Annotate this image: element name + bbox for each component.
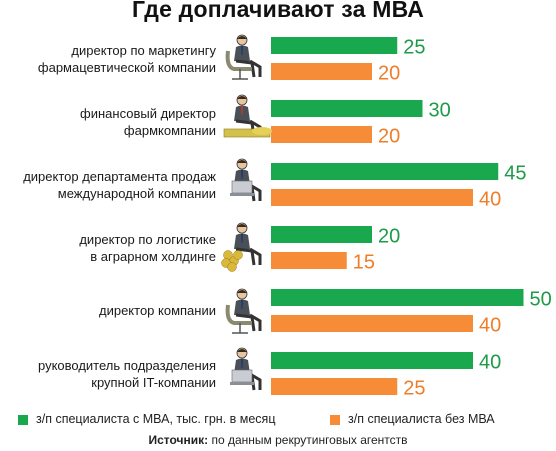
category-label-line: в аграрном холдинге xyxy=(90,248,216,264)
data-label-mba-4: 50 xyxy=(530,289,552,311)
chart-title: Где доплачивают за МВА xyxy=(131,0,425,22)
legend-swatch-mba xyxy=(18,414,28,425)
category-label-line: директор по логистике xyxy=(79,231,216,247)
bar-no-mba-0 xyxy=(271,63,372,80)
category-label-line: директор по маркетингу xyxy=(71,42,216,58)
bar-no-mba-1 xyxy=(271,126,372,143)
category-label-3: директор по логистике в аграрном холдинге xyxy=(79,231,216,265)
category-label-line: директор департамента продаж xyxy=(23,168,216,184)
bar-mba-4 xyxy=(271,289,524,306)
category-label-2: директор департамента продаж международно… xyxy=(23,168,216,202)
legend-swatch-no-mba xyxy=(330,414,340,425)
grain-sack-manager-icon xyxy=(221,222,262,272)
it-manager-icon xyxy=(230,347,262,391)
bar-mba-3 xyxy=(271,226,372,243)
category-label-line: фармацевтической компании xyxy=(37,59,216,75)
bar-no-mba-3 xyxy=(271,252,347,269)
relaxed-cfo-icon xyxy=(223,94,272,138)
data-label-no-mba-0: 20 xyxy=(378,63,400,85)
bar-mba-1 xyxy=(271,100,423,117)
bar-no-mba-5 xyxy=(271,378,398,395)
category-label-line: международной компании xyxy=(57,185,216,201)
legend-item-mba: з/п специалиста с МВА, тыс. грн. в месяц xyxy=(18,412,276,426)
manager-icon xyxy=(225,34,262,80)
legend-label-no-mba: з/п специалиста без МВА xyxy=(348,412,495,426)
source-note: Источник: по данным рекрутинговых агентс… xyxy=(0,433,556,447)
data-label-mba-5: 40 xyxy=(479,352,501,374)
data-label-no-mba-4: 40 xyxy=(479,315,501,337)
bar-mba-5 xyxy=(271,352,473,369)
data-label-mba-2: 45 xyxy=(504,163,526,185)
data-label-no-mba-5: 25 xyxy=(403,378,425,400)
category-label-1: финансовый директор фармкомпании xyxy=(80,105,216,139)
laptop-worker-icon xyxy=(230,158,262,202)
source-label: Источник: xyxy=(148,433,209,447)
bar-no-mba-4 xyxy=(271,315,473,332)
data-label-no-mba-3: 15 xyxy=(353,252,375,274)
source-text: по данным рекрутинговых агентств xyxy=(208,433,408,447)
category-label-0: директор по маркетингу фармацевтической к… xyxy=(38,42,216,76)
category-label-line: финансовый директор xyxy=(80,105,216,121)
legend-item-no-mba: з/п специалиста без МВА xyxy=(330,412,495,426)
data-label-mba-1: 30 xyxy=(429,100,451,122)
category-label-5: руководитель подразделения крупной IT-ком… xyxy=(38,357,216,391)
data-label-mba-3: 20 xyxy=(378,226,400,248)
category-label-4: директор компании xyxy=(99,302,216,319)
data-label-no-mba-1: 20 xyxy=(378,126,400,148)
category-label-line: директор компании xyxy=(99,303,216,318)
category-label-line: фармкомпании xyxy=(123,122,216,138)
data-label-no-mba-2: 40 xyxy=(479,189,501,211)
category-label-line: крупной IT-компании xyxy=(91,374,216,390)
data-label-mba-0: 25 xyxy=(403,37,425,59)
armchair-director-icon xyxy=(225,288,262,334)
legend-label-mba: з/п специалиста с МВА, тыс. грн. в месяц xyxy=(36,412,276,426)
bar-no-mba-2 xyxy=(271,189,473,206)
bar-mba-2 xyxy=(271,163,499,180)
bar-mba-0 xyxy=(271,37,398,54)
category-label-line: руководитель подразделения xyxy=(37,357,216,373)
